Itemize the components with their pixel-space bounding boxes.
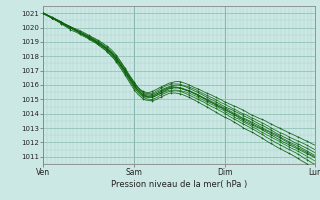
X-axis label: Pression niveau de la mer( hPa ): Pression niveau de la mer( hPa ) [111, 180, 247, 189]
